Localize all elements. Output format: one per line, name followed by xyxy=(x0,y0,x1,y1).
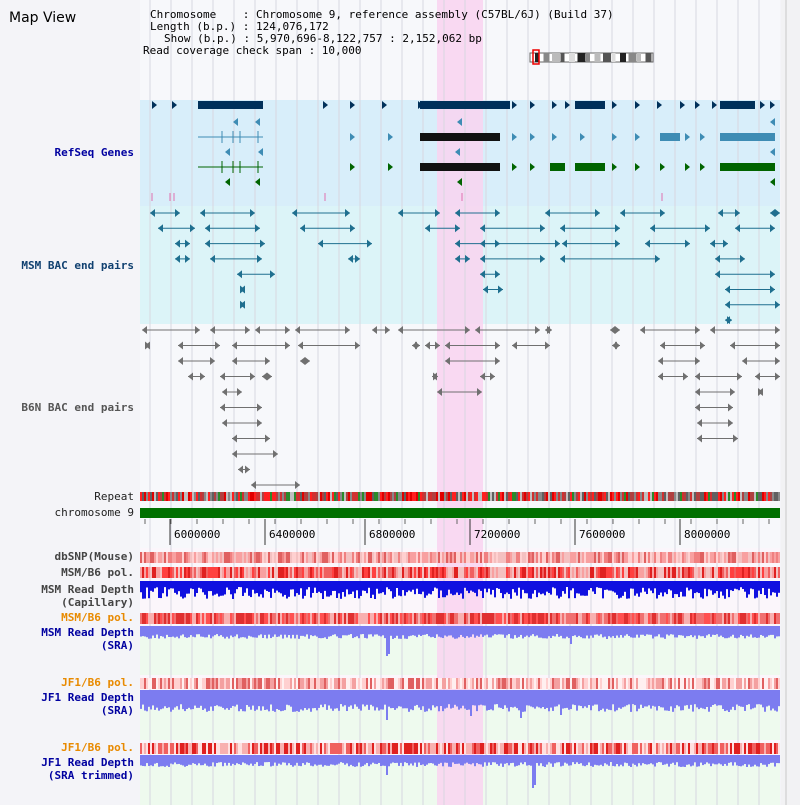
msm-bac-track-label[interactable]: MSM BAC end pairs xyxy=(21,259,134,272)
jf1-depth-sra-bars xyxy=(140,690,780,720)
refseq-track-label[interactable]: RefSeq Genes xyxy=(54,146,134,159)
msm-depth-capillary-line1: MSM Read Depth xyxy=(41,583,134,596)
refseq-genes xyxy=(151,101,775,201)
jf1-depth-trim-line1: JF1 Read Depth xyxy=(41,756,134,769)
jf1-b6-pol-trim-heat xyxy=(140,743,780,754)
page-title: Map View xyxy=(9,10,77,26)
chromosome-bar xyxy=(140,508,780,518)
msm-b6-pol-sra-label[interactable]: MSM/B6 pol. xyxy=(61,611,134,624)
msm-depth-capillary-label[interactable]: MSM Read Depth (Capillary) xyxy=(0,583,134,609)
axis-tick-label: 6000000 xyxy=(174,528,220,541)
chromosome-track-label: chromosome 9 xyxy=(54,506,134,519)
jf1-depth-sra-line2: (SRA) xyxy=(100,704,134,717)
msm-b6-pol-label[interactable]: MSM/B6 pol. xyxy=(61,566,134,579)
msm-b6-pol-sra-heat xyxy=(140,613,780,624)
jf1-b6-pol-label[interactable]: JF1/B6 pol. xyxy=(61,676,134,689)
chromosome-ideogram xyxy=(529,49,654,65)
jf1-depth-sra-label[interactable]: JF1 Read Depth (SRA) xyxy=(0,691,134,717)
dbsnp-label[interactable]: dbSNP(Mouse) xyxy=(54,550,134,563)
msm-depth-sra-bars xyxy=(140,626,780,656)
msm-depth-sra-line1: MSM Read Depth xyxy=(41,626,134,639)
axis-tick-label: 6400000 xyxy=(269,528,315,541)
length-line: Length (b.p.) : 124,076,172 xyxy=(150,20,329,33)
repeat-track xyxy=(140,492,780,501)
right-margin xyxy=(781,0,800,805)
b6n-bac-pairs xyxy=(142,326,780,489)
chromosome-info: Chromosome : Chromosome 9, reference ass… xyxy=(143,8,614,57)
b6n-bac-track-label[interactable]: B6N BAC end pairs xyxy=(21,401,134,414)
axis-tick-label: 7200000 xyxy=(474,528,520,541)
msm-bac-pairs xyxy=(150,209,780,325)
repeat-track-label: Repeat xyxy=(94,490,134,503)
jf1-depth-trim-label[interactable]: JF1 Read Depth (SRA trimmed) xyxy=(0,756,134,782)
position-axis: 6000000 6400000 6800000 7200000 7600000 80000… xyxy=(144,519,770,545)
axis-tick-label: 6800000 xyxy=(369,528,415,541)
dbsnp-heat xyxy=(140,552,780,563)
chromosome-line: Chromosome : Chromosome 9, reference ass… xyxy=(150,8,614,21)
msm-depth-sra-line2: (SRA) xyxy=(100,639,134,652)
msm-depth-sra-label[interactable]: MSM Read Depth (SRA) xyxy=(0,626,134,652)
jf1-b6-pol-trim-label[interactable]: JF1/B6 pol. xyxy=(61,741,134,754)
jf1-depth-sra-line1: JF1 Read Depth xyxy=(41,691,134,704)
msm-depth-capillary-line2: (Capillary) xyxy=(61,596,134,609)
coverage-span-line: Read coverage check span : 10,000 xyxy=(143,44,362,57)
msm-depth-capillary-bars xyxy=(140,581,780,599)
msm-b6-pol-heat xyxy=(140,567,780,578)
axis-tick-label: 7600000 xyxy=(579,528,625,541)
show-range-line: Show (b.p.) : 5,970,696-8,122,757 : 2,15… xyxy=(164,32,482,45)
jf1-depth-trim-line2: (SRA trimmed) xyxy=(47,769,134,782)
jf1-depth-trim-bars xyxy=(140,755,780,788)
jf1-b6-pol-heat xyxy=(140,678,780,689)
axis-tick-label: 8000000 xyxy=(684,528,730,541)
